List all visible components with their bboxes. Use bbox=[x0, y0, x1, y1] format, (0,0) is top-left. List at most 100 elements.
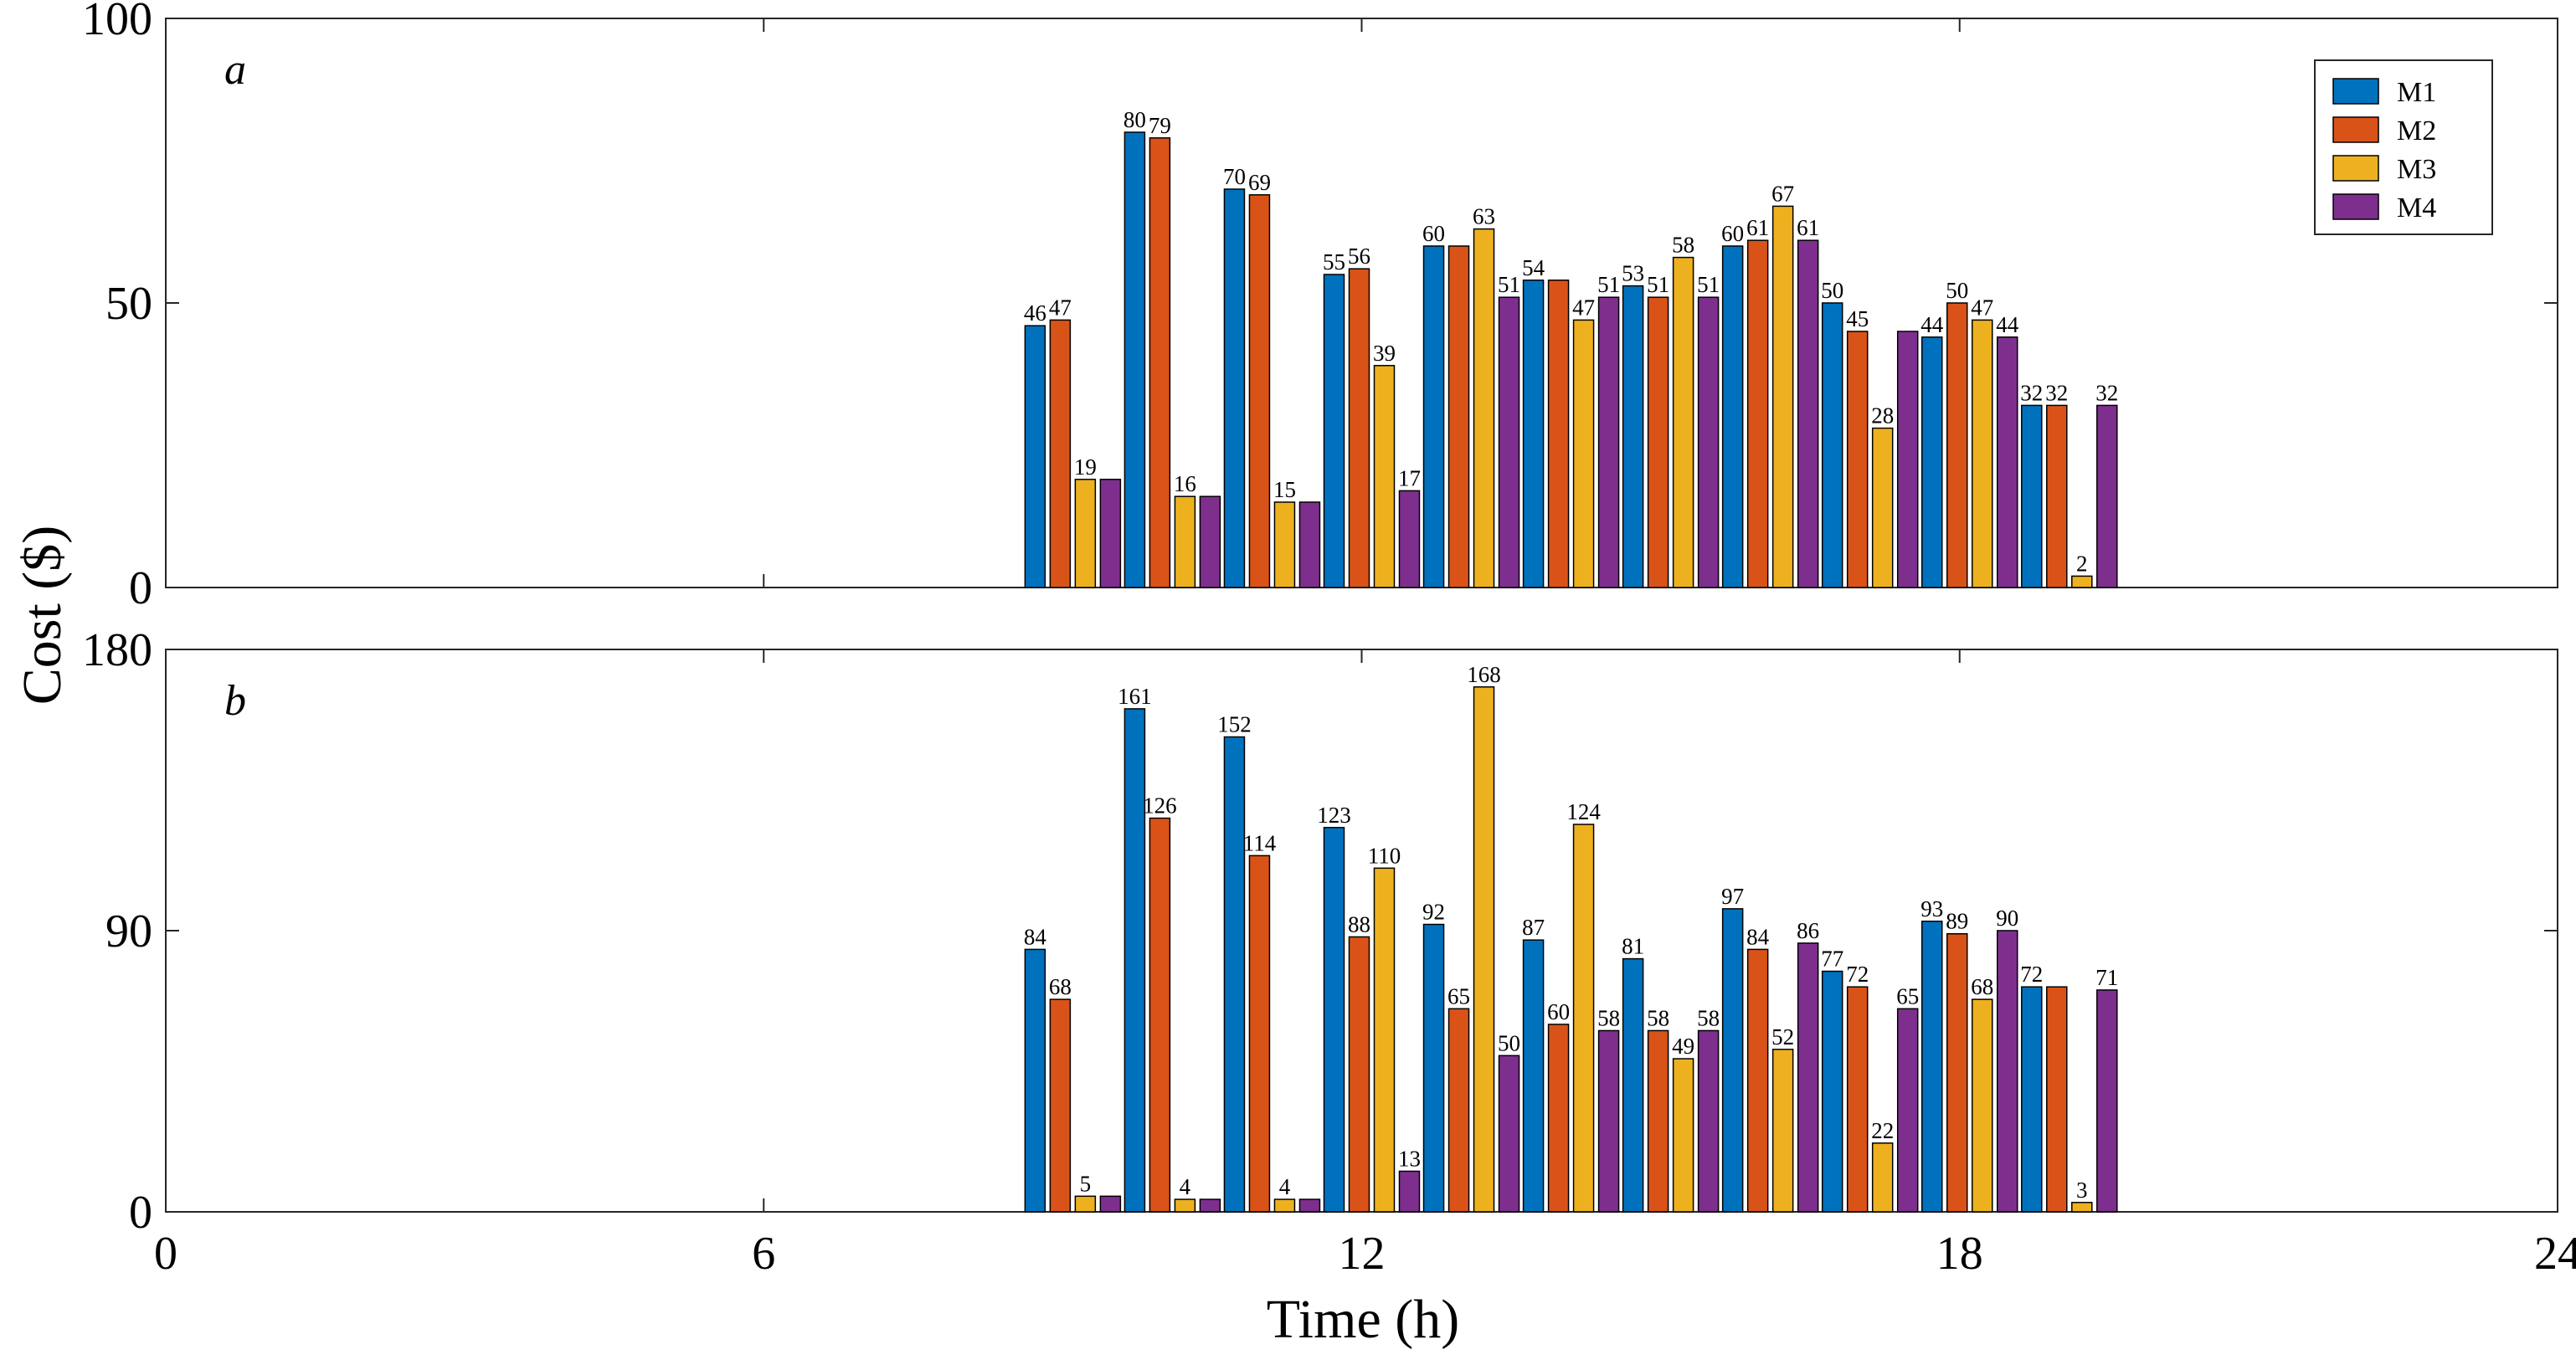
legend-swatch-m2 bbox=[2332, 116, 2379, 143]
panel-b: 0 6 12 18 24 0 90 180 b 84 161 152 123 92 87 81 97 77 93 72… bbox=[82, 624, 2576, 1280]
bar-value-label: 60 bbox=[1547, 999, 1570, 1024]
bar-value-label: 44 bbox=[1996, 312, 2019, 337]
bar-value-label: 51 bbox=[1597, 272, 1620, 297]
bar-value-label: 55 bbox=[1323, 249, 1345, 275]
bar-value-label: 13 bbox=[1398, 1146, 1421, 1171]
bar-value-label: 86 bbox=[1797, 918, 1819, 943]
bar-value-label: 32 bbox=[2045, 380, 2068, 405]
bar-m3 bbox=[1473, 228, 1495, 588]
panel-tag: b bbox=[224, 677, 246, 725]
bar-m3 bbox=[1373, 365, 1396, 588]
bar-value-label: 49 bbox=[1672, 1034, 1694, 1059]
bar-m4 bbox=[1997, 930, 2018, 1213]
y-tick-label: 90 bbox=[105, 906, 152, 957]
bar-value-label: 89 bbox=[1946, 909, 1968, 934]
bar-value-label: 93 bbox=[1920, 896, 1943, 921]
y-axis-title: Cost ($) bbox=[12, 526, 73, 706]
bar-value-label: 51 bbox=[1697, 272, 1720, 297]
x-tick-label: 6 bbox=[752, 1228, 775, 1280]
bar-m1 bbox=[1223, 188, 1246, 588]
bar-m1 bbox=[2021, 404, 2043, 588]
bar-value-label: 50 bbox=[1821, 278, 1843, 303]
bar-value-label: 58 bbox=[1597, 1005, 1620, 1030]
panel-tag: a bbox=[224, 46, 246, 94]
bar-value-label: 65 bbox=[1447, 983, 1470, 1008]
bar-value-label: 19 bbox=[1074, 454, 1097, 480]
x-tick-label: 24 bbox=[2534, 1228, 2576, 1280]
bar-m2 bbox=[1547, 280, 1570, 588]
bar-value-label: 72 bbox=[1846, 962, 1869, 987]
bar-value-label: 123 bbox=[1317, 803, 1351, 828]
bar-value-label: 152 bbox=[1217, 712, 1252, 737]
y-tick-label: 180 bbox=[82, 624, 152, 676]
bar-value-label: 70 bbox=[1223, 164, 1246, 189]
bar-m4 bbox=[1597, 296, 1620, 588]
bar-value-label: 58 bbox=[1672, 233, 1694, 258]
legend-swatch-m1 bbox=[2332, 78, 2379, 105]
bar-value-label: 50 bbox=[1946, 278, 1968, 303]
bar-value-label: 92 bbox=[1422, 900, 1445, 925]
bar-value-label: 47 bbox=[1572, 295, 1595, 320]
bar-value-label: 58 bbox=[1697, 1005, 1720, 1030]
bar-m4 bbox=[1398, 490, 1421, 588]
x-tick-label: 0 bbox=[154, 1228, 177, 1280]
bar-m1 bbox=[1123, 131, 1146, 588]
bar-value-label: 60 bbox=[1422, 221, 1445, 246]
bar-value-label: 161 bbox=[1118, 684, 1152, 709]
bar-m2 bbox=[1547, 1024, 1570, 1213]
bar-m2 bbox=[1149, 137, 1171, 588]
bar-m3 bbox=[1273, 501, 1296, 588]
bar-value-label: 4 bbox=[1279, 1174, 1291, 1199]
bar-value-label: 84 bbox=[1746, 924, 1770, 949]
bar-m2 bbox=[1746, 948, 1769, 1213]
bar-value-label: 87 bbox=[1522, 915, 1545, 940]
bar-m1 bbox=[1422, 923, 1445, 1213]
bar-value-label: 50 bbox=[1498, 1030, 1520, 1055]
bar-m2 bbox=[1447, 1008, 1470, 1213]
bar-value-label: 32 bbox=[2020, 380, 2043, 405]
bar-m1 bbox=[1024, 325, 1046, 588]
bar-m2 bbox=[1248, 194, 1271, 588]
bar-m3 bbox=[1373, 867, 1396, 1213]
bar-m4 bbox=[1298, 1198, 1321, 1213]
bar-m1 bbox=[1821, 302, 1843, 588]
bar-value-label: 17 bbox=[1398, 465, 1421, 490]
bar-m2 bbox=[2046, 404, 2068, 588]
bar-m2 bbox=[1647, 296, 1669, 588]
bar-m2 bbox=[1447, 245, 1470, 588]
legend-label-m1: M1 bbox=[2397, 77, 2436, 108]
bar-m2 bbox=[1348, 936, 1370, 1213]
bar-m2 bbox=[1049, 319, 1072, 588]
legend-swatch-m4 bbox=[2332, 193, 2379, 220]
bar-value-label: 28 bbox=[1871, 403, 1894, 428]
bar-m3 bbox=[1572, 824, 1595, 1213]
bar-m4 bbox=[1298, 501, 1321, 588]
legend-label-m3: M3 bbox=[2397, 154, 2436, 185]
x-axis-title: Time (h) bbox=[1267, 1289, 1459, 1350]
bar-value-label: 84 bbox=[1024, 924, 1047, 949]
bar-m1 bbox=[1123, 708, 1146, 1213]
bar-m3 bbox=[1672, 256, 1694, 588]
bar-m4 bbox=[1697, 296, 1720, 588]
bar-m1 bbox=[1622, 285, 1644, 588]
bar-value-label: 32 bbox=[2095, 380, 2118, 405]
bar-value-label: 81 bbox=[1622, 934, 1644, 959]
bar-m3 bbox=[1871, 1142, 1894, 1213]
bar-value-label: 88 bbox=[1348, 911, 1370, 937]
bar-value-label: 97 bbox=[1721, 884, 1744, 909]
bar-value-label: 47 bbox=[1971, 295, 1993, 320]
bar-m3 bbox=[1771, 1049, 1794, 1213]
bar-m2 bbox=[1149, 817, 1171, 1213]
bar-value-label: 69 bbox=[1248, 170, 1271, 195]
bar-value-label: 68 bbox=[1049, 974, 1072, 999]
bar-m2 bbox=[1846, 331, 1869, 588]
bar-value-label: 39 bbox=[1373, 341, 1396, 366]
bar-m3 bbox=[1572, 319, 1595, 588]
bar-m3 bbox=[2071, 575, 2093, 588]
bar-m4 bbox=[1498, 296, 1520, 588]
bar-value-label: 3 bbox=[2076, 1178, 2088, 1203]
